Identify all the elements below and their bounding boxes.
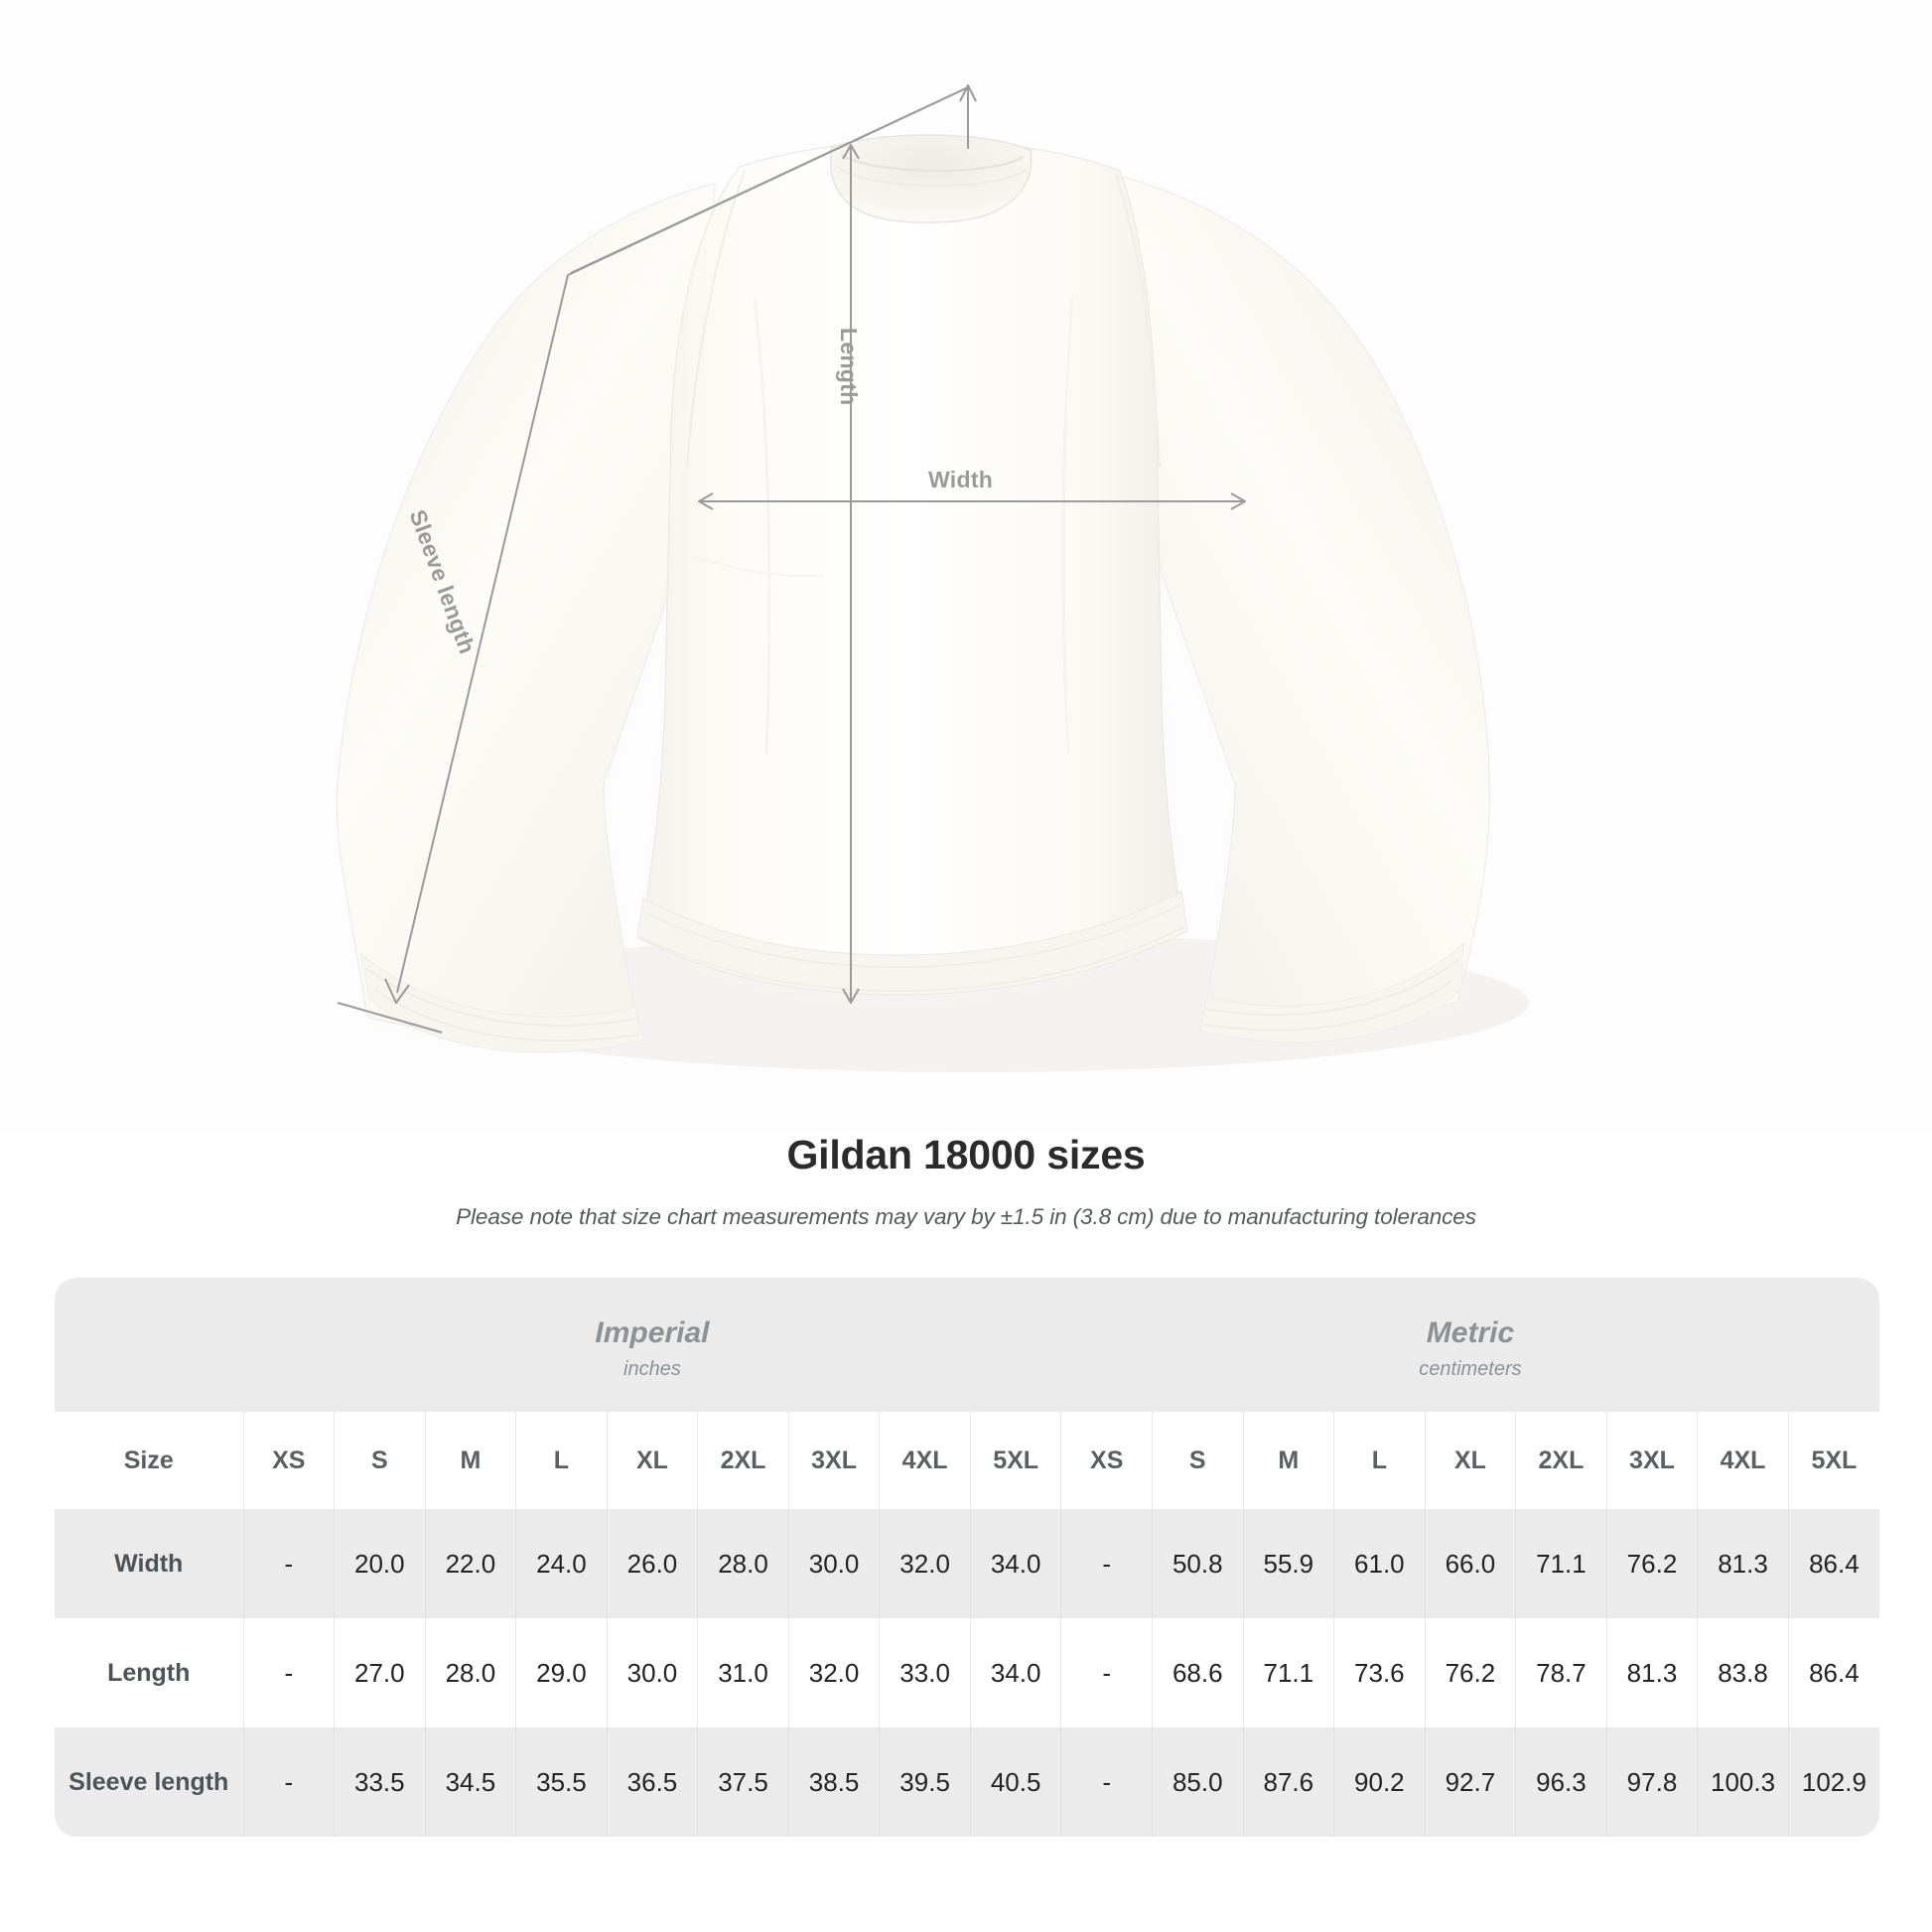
cell-imperial-4xl: 32.0	[879, 1509, 971, 1618]
cell-imperial-2xl: 37.5	[697, 1727, 789, 1837]
table-row: Length -27.0 28.0 29.0 30.0 31.0 32.0 33.0 34.0-…	[55, 1618, 1879, 1727]
cell-imperial-xs: -	[242, 1618, 335, 1727]
cell-imperial-3xl: 32.0	[787, 1618, 880, 1727]
cell-imperial-xl: 36.5	[606, 1727, 698, 1837]
size-header-imperial-l: L	[515, 1412, 608, 1509]
cell-imperial-4xl: 39.5	[879, 1727, 971, 1837]
cell-metric-m: 55.9	[1242, 1509, 1334, 1618]
size-chart-table: Imperial inches Metric centimeters Size XS S M L…	[55, 1278, 1879, 1837]
cell-imperial-m: 34.5	[424, 1727, 516, 1837]
cell-metric-s: 85.0	[1151, 1727, 1244, 1837]
cell-imperial-4xl: 33.0	[879, 1618, 971, 1727]
cell-metric-l: 90.2	[1333, 1727, 1426, 1837]
sweatshirt-illustration	[336, 84, 1529, 1072]
size-header-metric-4xl: 4XL	[1697, 1412, 1789, 1509]
cell-metric-m: 71.1	[1242, 1618, 1334, 1727]
unit-banner-spacer	[55, 1278, 243, 1412]
size-header-metric-3xl: 3XL	[1605, 1412, 1698, 1509]
unit-subtitle: inches	[623, 1357, 681, 1380]
size-chart-table-wrapper: Imperial inches Metric centimeters Size XS S M L…	[55, 1278, 1879, 1837]
cell-metric-xl: 76.2	[1424, 1618, 1516, 1727]
table-row: Width -20.0 22.0 24.0 26.0 28.0 30.0 32.0 34.0-5…	[55, 1509, 1879, 1618]
cell-metric-xs: -	[1060, 1727, 1153, 1837]
width-dimension-label: Width	[928, 467, 994, 492]
cell-imperial-5xl: 40.5	[969, 1727, 1061, 1837]
size-header-row: Size XS S M L XL 2XL 3XL 4XL 5XL XS S M L XL 2XL 3XL 4XL 5…	[55, 1412, 1879, 1509]
size-header-imperial-xs: XS	[242, 1412, 335, 1509]
cell-metric-2xl: 71.1	[1515, 1509, 1607, 1618]
cell-metric-xl: 92.7	[1424, 1727, 1516, 1837]
cell-metric-4xl: 81.3	[1697, 1509, 1789, 1618]
cell-imperial-s: 27.0	[334, 1618, 426, 1727]
unit-group-metric: Metric centimeters	[1060, 1278, 1879, 1412]
cell-metric-xs: -	[1060, 1509, 1153, 1618]
size-header-imperial-2xl: 2XL	[697, 1412, 789, 1509]
cell-imperial-5xl: 34.0	[969, 1618, 1061, 1727]
cell-metric-5xl: 102.9	[1787, 1727, 1879, 1837]
page-title: Gildan 18000 sizes	[786, 1132, 1146, 1177]
cell-metric-3xl: 76.2	[1605, 1509, 1698, 1618]
size-header-metric-m: M	[1242, 1412, 1334, 1509]
heading-block: Gildan 18000 sizes Please note that size…	[0, 1132, 1932, 1230]
cell-imperial-5xl: 34.0	[969, 1509, 1061, 1618]
size-header-imperial-3xl: 3XL	[787, 1412, 880, 1509]
cell-imperial-m: 22.0	[424, 1509, 516, 1618]
cell-imperial-3xl: 38.5	[787, 1727, 880, 1837]
cell-imperial-xl: 30.0	[606, 1618, 698, 1727]
cell-imperial-l: 29.0	[515, 1618, 608, 1727]
size-header-metric-xs: XS	[1060, 1412, 1153, 1509]
size-header-metric-s: S	[1151, 1412, 1244, 1509]
unit-banner-row: Imperial inches Metric centimeters	[55, 1278, 1879, 1412]
cell-imperial-m: 28.0	[424, 1618, 516, 1727]
cell-imperial-xl: 26.0	[606, 1509, 698, 1618]
unit-name: Metric	[1426, 1316, 1515, 1350]
cell-metric-5xl: 86.4	[1787, 1509, 1879, 1618]
cell-metric-xl: 66.0	[1424, 1509, 1516, 1618]
size-header-imperial-s: S	[334, 1412, 426, 1509]
cell-imperial-s: 33.5	[334, 1727, 426, 1837]
size-header-metric-xl: XL	[1424, 1412, 1516, 1509]
size-header-metric-2xl: 2XL	[1515, 1412, 1607, 1509]
cell-metric-s: 68.6	[1151, 1618, 1244, 1727]
cell-metric-3xl: 97.8	[1605, 1727, 1698, 1837]
unit-subtitle: centimeters	[1419, 1357, 1522, 1380]
size-column-header: Size	[55, 1412, 243, 1509]
size-header-imperial-4xl: 4XL	[879, 1412, 971, 1509]
tolerance-note: Please note that size chart measurements…	[456, 1204, 1476, 1229]
row-header-width: Width	[55, 1509, 243, 1618]
cell-imperial-xs: -	[242, 1727, 335, 1837]
table-row: Sleeve length -33.5 34.5 35.5 36.5 37.5 38.5 39…	[55, 1727, 1879, 1837]
cell-metric-m: 87.6	[1242, 1727, 1334, 1837]
cell-imperial-l: 24.0	[515, 1509, 608, 1618]
cell-imperial-s: 20.0	[334, 1509, 426, 1618]
unit-name: Imperial	[595, 1316, 710, 1350]
cell-metric-2xl: 78.7	[1515, 1618, 1607, 1727]
size-header-imperial-xl: XL	[606, 1412, 698, 1509]
cell-metric-4xl: 83.8	[1697, 1618, 1789, 1727]
size-header-metric-l: L	[1333, 1412, 1426, 1509]
cell-imperial-xs: -	[242, 1509, 335, 1618]
size-header-metric-5xl: 5XL	[1787, 1412, 1879, 1509]
cell-metric-l: 61.0	[1333, 1509, 1426, 1618]
cell-metric-xs: -	[1060, 1618, 1153, 1727]
row-header-length: Length	[55, 1618, 243, 1727]
cell-imperial-2xl: 28.0	[697, 1509, 789, 1618]
size-header-imperial-m: M	[424, 1412, 516, 1509]
length-dimension-label: Length	[836, 328, 862, 406]
size-header-imperial-5xl: 5XL	[969, 1412, 1061, 1509]
cell-metric-3xl: 81.3	[1605, 1618, 1698, 1727]
cell-metric-l: 73.6	[1333, 1618, 1426, 1727]
cell-imperial-2xl: 31.0	[697, 1618, 789, 1727]
cell-metric-5xl: 86.4	[1787, 1618, 1879, 1727]
cell-metric-4xl: 100.3	[1697, 1727, 1789, 1837]
unit-group-imperial: Imperial inches	[243, 1278, 1061, 1412]
garment-diagram: Length Width Sleeve length	[336, 84, 1529, 1072]
cell-metric-2xl: 96.3	[1515, 1727, 1607, 1837]
cell-imperial-l: 35.5	[515, 1727, 608, 1837]
row-header-sleeve-length: Sleeve length	[55, 1727, 243, 1837]
cell-imperial-3xl: 30.0	[787, 1509, 880, 1618]
cell-metric-s: 50.8	[1151, 1509, 1244, 1618]
